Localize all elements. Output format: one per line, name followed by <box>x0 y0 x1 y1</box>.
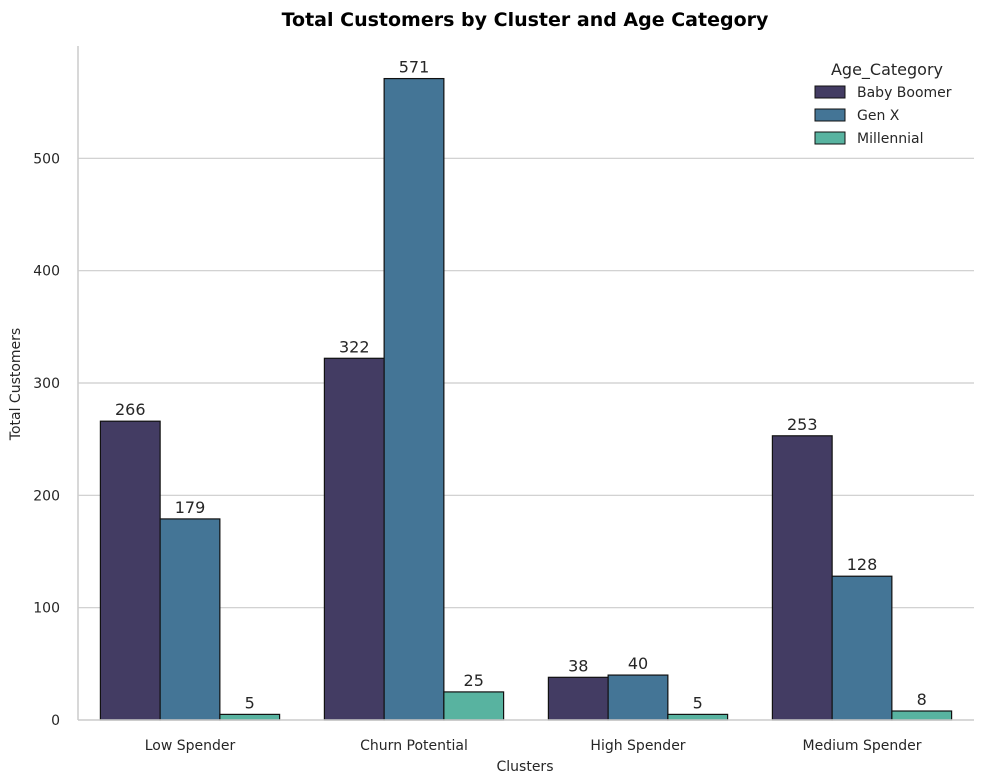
bar <box>383 77 445 721</box>
bar-value-label: 128 <box>847 555 878 574</box>
bar-value-labels: 266 322 38 253 179 571 40 128 5 25 5 8 <box>115 58 927 713</box>
bar <box>831 575 893 721</box>
bar <box>771 435 833 721</box>
bar <box>443 691 505 721</box>
bar-value-label: 5 <box>245 693 255 712</box>
bar <box>99 420 161 721</box>
bar <box>891 710 953 721</box>
legend-swatch <box>814 85 846 99</box>
legend-swatch <box>814 108 846 122</box>
bar-value-label: 179 <box>175 498 206 517</box>
x-tick-label: Churn Potential <box>360 738 468 754</box>
bar <box>159 518 221 721</box>
bars <box>99 77 953 721</box>
bar-value-label: 266 <box>115 400 146 419</box>
chart-title: Total Customers by Cluster and Age Categ… <box>282 9 769 31</box>
bar-value-label: 40 <box>628 654 648 673</box>
legend-label: Gen X <box>857 108 900 124</box>
bar-value-label: 571 <box>399 58 430 77</box>
bar <box>607 674 669 721</box>
bar-value-label: 322 <box>339 337 370 356</box>
y-axis-label: Total Customers <box>8 328 24 441</box>
y-tick-label: 400 <box>33 264 60 280</box>
y-tick-label: 0 <box>51 713 60 729</box>
legend-label: Baby Boomer <box>857 85 952 101</box>
x-tick-label: High Spender <box>590 738 685 754</box>
legend: Age_Category Baby Boomer Gen X Millennial <box>814 60 952 147</box>
legend-title: Age_Category <box>831 60 943 80</box>
bar-value-label: 25 <box>464 671 484 690</box>
y-tick-label: 500 <box>33 151 60 167</box>
bar <box>219 713 281 721</box>
bar-value-label: 5 <box>693 693 703 712</box>
bar <box>323 357 385 721</box>
x-tick-label: Medium Spender <box>803 738 922 754</box>
x-axis-label: Clusters <box>497 759 554 775</box>
legend-swatch <box>814 131 846 145</box>
bar-value-label: 38 <box>568 656 588 675</box>
y-tick-label: 100 <box>33 601 60 617</box>
bar-value-label: 253 <box>787 415 818 434</box>
bar <box>667 713 729 721</box>
x-tick-label: Low Spender <box>145 738 236 754</box>
bar-value-label: 8 <box>917 690 927 709</box>
y-tick-label: 300 <box>33 376 60 392</box>
legend-label: Millennial <box>857 131 923 147</box>
y-tick-label: 200 <box>33 488 60 504</box>
bar <box>547 676 609 721</box>
axes: 0 100 200 300 400 500 Low Spender Churn Potenti… <box>33 46 974 754</box>
